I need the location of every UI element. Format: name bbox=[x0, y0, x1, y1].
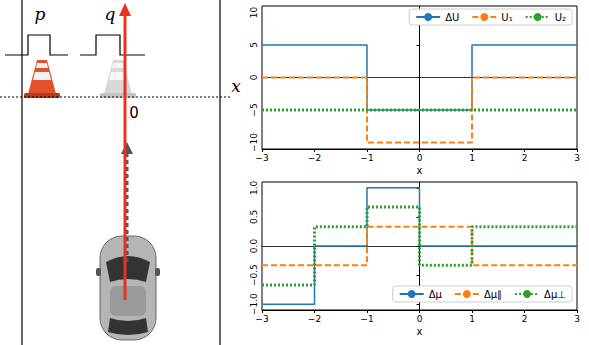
svg-text:1.0: 1.0 bbox=[249, 180, 259, 195]
svg-text:x: x bbox=[417, 326, 423, 337]
svg-text:U₁: U₁ bbox=[501, 12, 512, 23]
svg-text:1: 1 bbox=[469, 153, 475, 163]
svg-text:0: 0 bbox=[417, 153, 423, 163]
svg-text:−1.0: −1.0 bbox=[249, 293, 259, 315]
svg-text:0: 0 bbox=[129, 104, 139, 122]
svg-text:Δμ: Δμ bbox=[429, 289, 443, 300]
svg-text:10: 10 bbox=[249, 7, 259, 19]
svg-text:3: 3 bbox=[574, 153, 580, 163]
svg-text:−5: −5 bbox=[249, 103, 259, 116]
svg-text:−3: −3 bbox=[255, 314, 268, 324]
svg-text:0.0: 0.0 bbox=[249, 239, 259, 254]
svg-text:0.5: 0.5 bbox=[249, 210, 259, 224]
svg-text:−1: −1 bbox=[360, 314, 373, 324]
svg-text:1: 1 bbox=[469, 314, 475, 324]
svg-text:Δμ⊥: Δμ⊥ bbox=[544, 289, 566, 300]
svg-text:−10: −10 bbox=[249, 133, 259, 152]
svg-text:U₂: U₂ bbox=[555, 12, 566, 23]
svg-text:−3: −3 bbox=[255, 153, 268, 163]
svg-text:x: x bbox=[417, 165, 423, 176]
svg-text:5: 5 bbox=[249, 42, 259, 48]
svg-text:−0.5: −0.5 bbox=[249, 264, 259, 286]
svg-text:0: 0 bbox=[249, 74, 259, 80]
svg-text:q: q bbox=[105, 4, 116, 24]
svg-text:0: 0 bbox=[417, 314, 423, 324]
svg-text:3: 3 bbox=[574, 314, 580, 324]
svg-text:−2: −2 bbox=[308, 314, 321, 324]
svg-text:x: x bbox=[231, 76, 241, 96]
svg-text:Δμ∥: Δμ∥ bbox=[484, 289, 502, 301]
svg-text:p: p bbox=[35, 4, 46, 24]
svg-text:−1: −1 bbox=[360, 153, 373, 163]
svg-text:ΔU: ΔU bbox=[445, 12, 459, 23]
svg-text:−2: −2 bbox=[308, 153, 321, 163]
svg-text:2: 2 bbox=[522, 153, 528, 163]
svg-text:2: 2 bbox=[522, 314, 528, 324]
